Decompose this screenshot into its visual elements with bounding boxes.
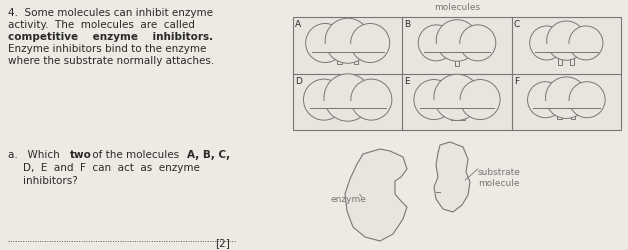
Circle shape: [460, 80, 500, 120]
Bar: [420, 101, 494, 109]
Circle shape: [350, 24, 390, 63]
Text: B: B: [404, 20, 411, 29]
Text: activity.  The  molecules  are  called: activity. The molecules are called: [8, 20, 195, 30]
Bar: [535, 45, 598, 53]
Bar: [451, 109, 455, 121]
Text: A: A: [295, 20, 301, 29]
Circle shape: [460, 26, 495, 62]
Text: E: E: [404, 76, 410, 85]
Bar: [420, 95, 494, 109]
Circle shape: [569, 27, 603, 61]
Text: substrate
molecule: substrate molecule: [478, 167, 521, 187]
Text: C: C: [514, 20, 520, 29]
Text: molecules: molecules: [434, 3, 480, 12]
Circle shape: [303, 80, 345, 121]
Bar: [455, 53, 459, 66]
Text: a.   Which: a. Which: [8, 150, 63, 159]
Text: two: two: [70, 150, 92, 159]
Bar: [558, 53, 563, 66]
Bar: [424, 45, 490, 53]
Text: inhibitors?: inhibitors?: [23, 175, 78, 185]
Text: Enzyme inhibitors bind to the enzyme: Enzyme inhibitors bind to the enzyme: [8, 44, 207, 54]
Text: F: F: [514, 76, 519, 85]
Circle shape: [418, 26, 454, 62]
Circle shape: [528, 82, 563, 118]
Bar: [345, 108, 350, 120]
Text: D,  E  and  F  can  act  as  enzyme: D, E and F can act as enzyme: [23, 162, 200, 172]
Text: competitive    enzyme    inhibitors.: competitive enzyme inhibitors.: [8, 32, 213, 42]
Polygon shape: [345, 150, 407, 241]
Bar: [293, 18, 621, 130]
Bar: [310, 101, 386, 108]
Bar: [311, 38, 384, 52]
Bar: [570, 53, 574, 66]
Circle shape: [324, 74, 371, 122]
Text: [2]: [2]: [215, 237, 230, 247]
Bar: [311, 45, 384, 52]
Text: of the molecules: of the molecules: [89, 150, 182, 159]
Text: A, B, C,: A, B, C,: [187, 150, 230, 159]
Bar: [460, 109, 465, 121]
Text: D: D: [295, 76, 302, 85]
Circle shape: [434, 75, 480, 121]
Bar: [535, 38, 598, 53]
Circle shape: [306, 24, 345, 63]
Bar: [533, 95, 600, 108]
Circle shape: [547, 22, 586, 61]
Bar: [533, 101, 600, 108]
Text: 4.  Some molecules can inhibit enzyme: 4. Some molecules can inhibit enzyme: [8, 8, 213, 18]
Circle shape: [546, 78, 587, 119]
Text: enzyme: enzyme: [330, 194, 366, 203]
Circle shape: [529, 27, 564, 61]
Bar: [337, 52, 342, 65]
Circle shape: [569, 82, 605, 118]
Circle shape: [351, 80, 392, 121]
Bar: [424, 38, 490, 53]
Bar: [557, 108, 561, 120]
Circle shape: [325, 19, 370, 64]
Circle shape: [436, 20, 478, 62]
Polygon shape: [434, 142, 470, 212]
Bar: [310, 95, 386, 108]
Circle shape: [414, 80, 454, 120]
Text: where the substrate normally attaches.: where the substrate normally attaches.: [8, 56, 214, 66]
Bar: [354, 52, 358, 65]
Bar: [571, 108, 575, 120]
